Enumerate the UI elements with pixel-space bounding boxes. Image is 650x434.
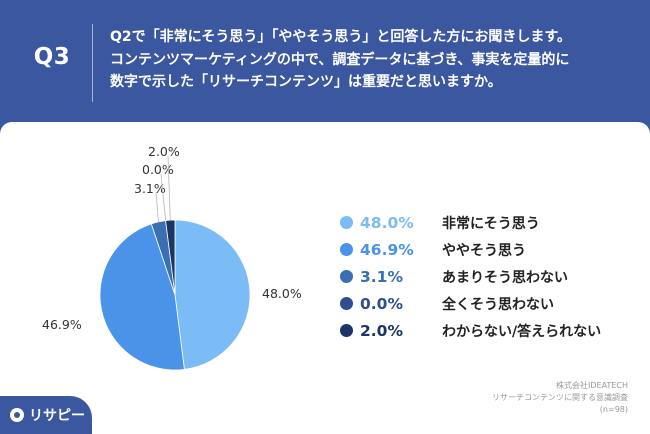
- legend-label: 全くそう思わない: [442, 296, 554, 313]
- legend-label: ややそう思う: [442, 242, 526, 259]
- source-survey: リサーチコンテンツに関する意識調査: [492, 393, 628, 402]
- legend-label: あまりそう思わない: [442, 269, 568, 286]
- source-note: 株式会社IDEATECH リサーチコンテンツに関する意識調査 (n=98): [492, 380, 628, 416]
- header-divider: [92, 24, 93, 102]
- legend-swatch: [340, 270, 353, 283]
- pie-chart: 48.0% 46.9% 3.1% 0.0% 2.0%: [42, 144, 302, 371]
- brand-name: リサピー: [29, 408, 85, 424]
- question-line: Q2で「非常にそう思う」「ややそう思う」と回答した方にお聞きします。: [110, 29, 571, 45]
- legend-label: わからない/答えられない: [442, 323, 602, 340]
- legend-swatch: [340, 324, 353, 337]
- pie-leader-line-2: [155, 191, 159, 222]
- pie-leader-line-3: [160, 173, 166, 221]
- legend-value: 0.0%: [360, 294, 403, 313]
- legend-value: 46.9%: [360, 240, 414, 259]
- brand-logo-icon: [10, 408, 24, 422]
- source-sample-size: (n=98): [599, 405, 628, 414]
- legend-value: 48.0%: [360, 213, 414, 232]
- pie-value-label-2: 3.1%: [134, 181, 166, 196]
- question-number: Q3: [33, 44, 71, 70]
- legend-swatch: [340, 297, 353, 310]
- pie-value-label-4: 2.0%: [148, 144, 180, 159]
- question-text: Q2で「非常にそう思う」「ややそう思う」と回答した方にお聞きします。 コンテンツ…: [110, 26, 640, 94]
- legend-value: 3.1%: [360, 267, 403, 286]
- legend-item-1: 46.9% ややそう思う: [340, 236, 601, 263]
- pie-slice-0: [174, 219, 251, 370]
- question-line: 数字で示した「リサーチコンテンツ」は重要だと思いますか。: [110, 74, 502, 90]
- pie-leader-line-4: [167, 155, 171, 221]
- legend-swatch: [340, 243, 353, 256]
- legend-label: 非常にそう思う: [442, 215, 540, 232]
- legend: 48.0% 非常にそう思う 46.9% ややそう思う 3.1% あまりそう思わない 0.0%…: [340, 209, 601, 344]
- legend-swatch: [340, 216, 353, 229]
- legend-item-3: 0.0% 全くそう思わない: [340, 290, 601, 317]
- brand-logo: リサピー: [0, 396, 92, 434]
- legend-item-4: 2.0% わからない/答えられない: [340, 317, 601, 344]
- pie-value-label-3: 0.0%: [142, 162, 174, 177]
- legend-item-0: 48.0% 非常にそう思う: [340, 209, 601, 236]
- legend-value: 2.0%: [360, 321, 403, 340]
- legend-item-2: 3.1% あまりそう思わない: [340, 263, 601, 290]
- pie-value-label-1: 46.9%: [42, 317, 82, 332]
- question-line: コンテンツマーケティングの中で、調査データに基づき、事実を定量的に: [110, 51, 570, 68]
- pie-value-label-0: 48.0%: [262, 286, 302, 301]
- source-company: 株式会社IDEATECH: [556, 381, 628, 390]
- header: Q3 Q2で「非常にそう思う」「ややそう思う」と回答した方にお聞きします。 コン…: [0, 0, 650, 122]
